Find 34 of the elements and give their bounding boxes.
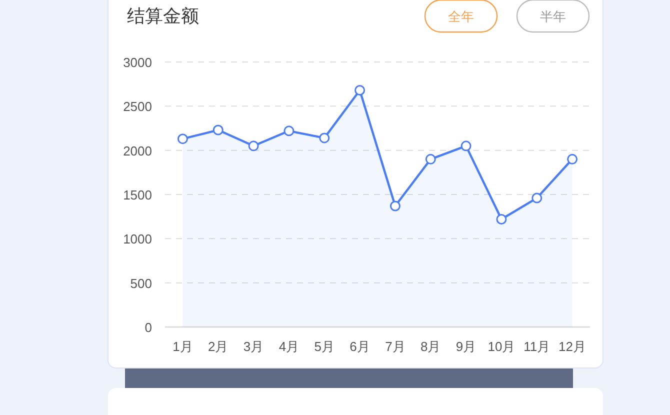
point [567, 154, 578, 164]
y-tick-label: 3000 [123, 55, 152, 70]
x-tick-label: 3月 [243, 339, 264, 354]
x-tick-label: 8月 [420, 339, 441, 354]
point [425, 154, 436, 164]
x-tick-label: 5月 [314, 339, 334, 354]
point [460, 140, 472, 152]
x-tick-label: 11月 [524, 339, 550, 354]
point [532, 192, 542, 204]
point [496, 214, 507, 224]
x-tick-label: 2月 [208, 339, 228, 354]
text: 半年 [540, 9, 566, 24]
y-tick-label: 500 [130, 276, 152, 291]
y-tick-label: 1000 [123, 232, 152, 247]
chart-title: 结算金额 [127, 6, 199, 26]
y-tick-label: 2500 [123, 99, 152, 114]
y-tick-label: 1500 [123, 188, 152, 202]
point [212, 124, 224, 136]
x-tick-label: 1月 [172, 339, 193, 354]
point [284, 126, 294, 136]
x-tick-label: 12月 [558, 339, 586, 354]
point [390, 200, 400, 212]
y-tick-label: 2000 [123, 143, 152, 158]
point [248, 140, 259, 152]
point [319, 132, 330, 144]
y-tick-label: 0 [144, 320, 152, 335]
point [177, 134, 188, 144]
x-tick-label: 10月 [488, 339, 516, 354]
text: 全年 [448, 9, 474, 24]
point [354, 85, 366, 96]
x-tick-label: 4月 [278, 339, 300, 354]
x-tick-label: 9月 [456, 339, 476, 354]
x-tick-label: 7月 [385, 339, 406, 354]
x-tick-label: 6月 [350, 339, 370, 354]
